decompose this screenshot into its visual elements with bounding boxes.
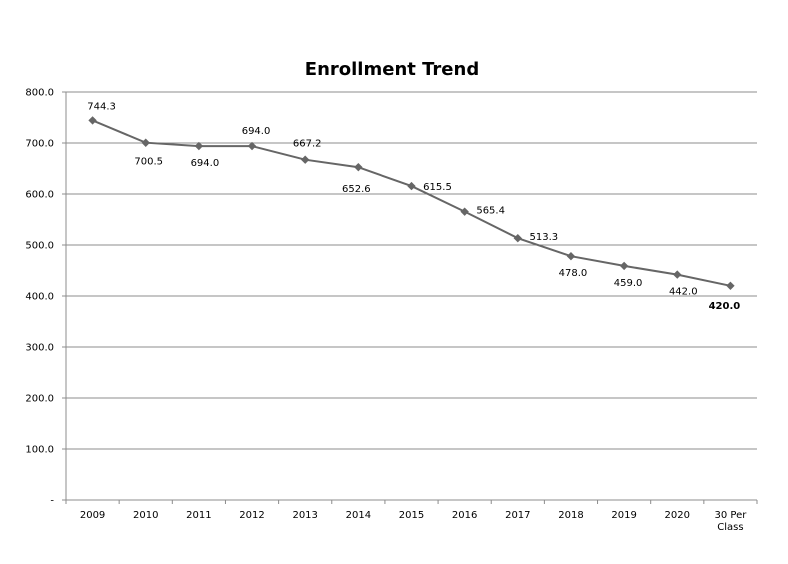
gridlines (66, 91, 757, 450)
data-point-marker (194, 141, 204, 151)
series-line (92, 119, 731, 287)
enrollment-series-line (92, 119, 731, 287)
y-tick-label: 800.0 (25, 88, 54, 99)
x-tick-label: 2011 (186, 510, 211, 521)
data-label: 565.4 (476, 206, 505, 217)
data-label: 442.0 (669, 287, 698, 298)
x-tick-label: 2019 (611, 510, 636, 521)
data-label: 744.3 (87, 101, 116, 112)
x-tick-label: 2009 (80, 510, 105, 521)
data-label: 615.5 (423, 182, 452, 193)
x-tick-label: 2016 (452, 510, 477, 521)
data-point-marker (673, 270, 682, 279)
chart-title: Enrollment Trend (305, 59, 479, 80)
data-point-marker (88, 116, 97, 125)
y-tick-label: 500.0 (25, 241, 54, 252)
x-tick-label: 2015 (399, 510, 424, 521)
data-point-marker (619, 261, 629, 271)
data-point-marker (726, 281, 735, 290)
axes (62, 91, 758, 504)
x-axis-tick-labels: 2009 2010 2011 2012 2013 2014 2015 2016 2017 2018… (80, 510, 747, 533)
y-tick-label: 200.0 (25, 394, 54, 405)
y-tick-label: 300.0 (25, 343, 54, 354)
data-labels: 744.3 700.5 694.0 694.0 667.2 652.6 615.5 565.4… (87, 101, 740, 311)
x-tick-label: 2017 (505, 510, 530, 521)
data-label: 478.0 (559, 268, 588, 279)
data-point-marker (247, 141, 257, 151)
series-markers (88, 116, 735, 290)
x-tick-label: 2013 (292, 510, 317, 521)
data-label: 694.0 (242, 126, 271, 137)
y-tick-label: - (50, 496, 54, 507)
data-point-marker (300, 155, 310, 164)
x-tick-label: 2020 (665, 510, 690, 521)
data-point-marker (354, 162, 363, 172)
data-label: 420.0 (709, 301, 741, 312)
data-point-marker (566, 252, 576, 261)
y-tick-label: 600.0 (25, 190, 54, 201)
y-tick-label: 400.0 (25, 292, 54, 303)
y-tick-label: 700.0 (25, 139, 54, 150)
data-label: 700.5 (134, 157, 163, 168)
x-tick-label: 2010 (133, 510, 158, 521)
y-axis-tick-labels: - 100.0 200.0 300.0 400.0 500.0 600.0 700.0 800.… (25, 88, 54, 507)
y-tick-label: 100.0 (25, 445, 54, 456)
data-label: 667.2 (293, 139, 322, 150)
x-tick-label: 2012 (239, 510, 264, 521)
data-point-marker (141, 138, 150, 147)
x-tick-label: 2018 (558, 510, 583, 521)
data-point-marker (513, 234, 523, 243)
data-label: 459.0 (614, 278, 643, 289)
data-label: 694.0 (191, 158, 220, 169)
data-point-marker (460, 207, 469, 216)
data-point-marker (407, 181, 416, 191)
x-tick-label: 30 Per Class (715, 510, 748, 533)
x-tick-label: 2014 (346, 510, 371, 521)
data-label: 513.3 (529, 232, 558, 243)
data-label: 652.6 (342, 184, 371, 195)
